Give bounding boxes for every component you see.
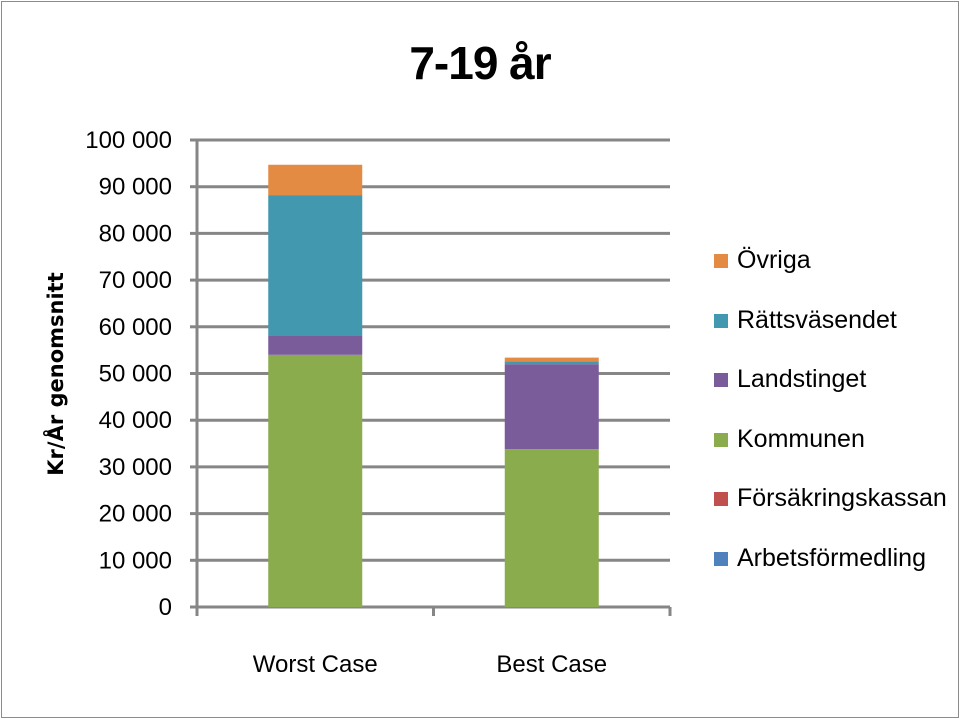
y-tick-label: 30 000 <box>99 454 172 481</box>
y-tick-label: 0 <box>159 594 172 621</box>
legend-item: Rättsväsendet <box>714 306 954 366</box>
bar-segment <box>268 354 363 607</box>
legend-swatch <box>714 551 728 566</box>
legend-label: Rättsväsendet <box>737 305 897 334</box>
legend-label: Landstinget <box>737 365 867 393</box>
x-tick-label: Worst Case <box>253 651 378 678</box>
y-tick-label: 100 000 <box>85 127 172 154</box>
chart-legend: Övriga Rättsväsendet Landstinget Kommunen Fö… <box>714 246 954 603</box>
legend-label: Försäkringskassan <box>737 484 947 512</box>
y-tick-label: 80 000 <box>99 220 172 247</box>
bar-segment <box>268 195 363 336</box>
legend-swatch <box>714 254 728 268</box>
bar-segment <box>504 449 599 607</box>
legend-item: Kommunen <box>714 425 954 485</box>
y-tick-label: 50 000 <box>99 361 172 388</box>
y-tick-label: 70 000 <box>99 267 172 294</box>
legend-swatch <box>714 373 728 387</box>
legend-label: Kommunen <box>737 424 865 453</box>
y-tick-label: 10 000 <box>99 547 172 574</box>
x-tick-label: Best Case <box>496 651 607 678</box>
legend-item: Försäkringskassan <box>714 484 954 544</box>
y-axis-label: Kr/År genomsnitt <box>43 272 68 475</box>
chart-title: 7-19 år <box>409 37 551 89</box>
legend-label: Övriga <box>737 246 811 274</box>
legend-item: Övriga <box>714 246 954 306</box>
bar-segment <box>268 164 363 196</box>
y-tick-label: 90 000 <box>99 174 172 201</box>
bar-segment <box>268 335 363 355</box>
legend-item: Arbetsförmedling <box>714 544 954 604</box>
y-tick-label: 20 000 <box>99 501 172 528</box>
bar-segment <box>504 357 599 362</box>
y-tick-label: 60 000 <box>99 314 172 341</box>
legend-label: Arbetsförmedling <box>737 543 926 572</box>
y-tick-label: 40 000 <box>99 407 172 434</box>
legend-item: Landstinget <box>714 365 954 425</box>
legend-swatch <box>714 313 728 328</box>
legend-swatch <box>714 432 728 447</box>
bar-segment <box>504 361 599 365</box>
legend-swatch <box>714 492 728 506</box>
bar-segment <box>504 364 599 450</box>
